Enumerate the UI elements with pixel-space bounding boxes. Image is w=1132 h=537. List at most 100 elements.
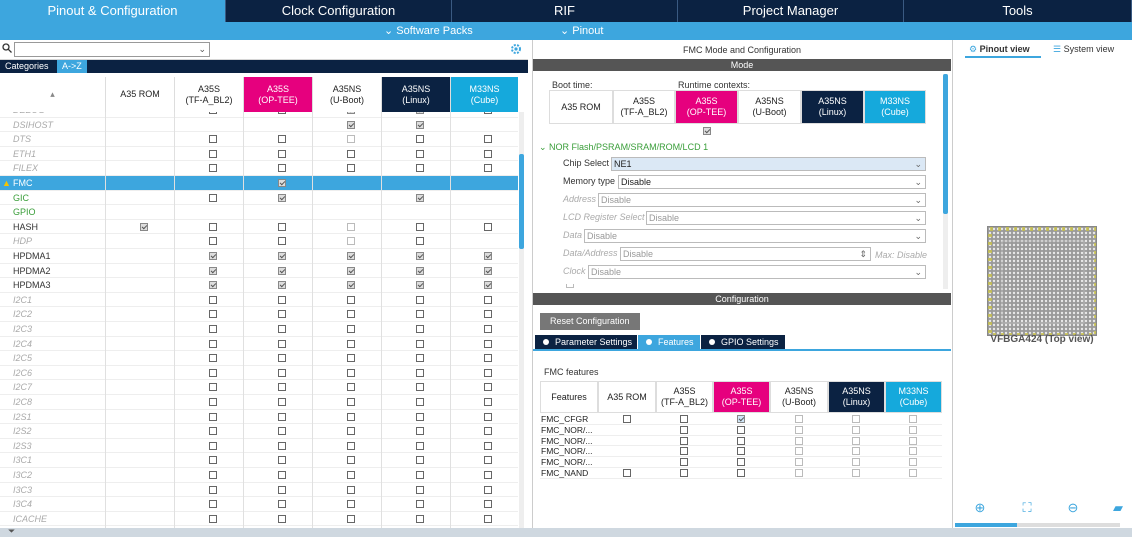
feature-checkbox[interactable] (852, 469, 860, 477)
context-checkbox[interactable] (209, 135, 217, 144)
nor-flash-section[interactable]: ⌄ NOR Flash/PSRAM/SRAM/ROM/LCD 1 (539, 142, 708, 153)
context-checkbox[interactable] (484, 325, 492, 333)
component-row[interactable]: I3C4 (0, 497, 518, 512)
context-checkbox[interactable] (416, 485, 424, 494)
component-row[interactable]: I2C4 (0, 337, 518, 352)
search-input[interactable]: ⌄ (14, 42, 210, 57)
context-checkbox[interactable] (416, 266, 424, 275)
field-select[interactable]: Disable ⌄ (618, 175, 926, 189)
left-scrollbar[interactable] (519, 112, 524, 532)
component-row[interactable]: DTS (0, 132, 518, 147)
tab-project-manager[interactable]: Project Manager (678, 0, 904, 22)
context-checkbox[interactable] (484, 456, 492, 465)
feature-checkbox[interactable] (852, 458, 860, 467)
context-checkbox[interactable] (484, 339, 492, 348)
context-checkbox[interactable] (416, 456, 424, 465)
context-checkbox[interactable] (347, 412, 355, 421)
context-checkbox[interactable] (484, 222, 492, 231)
context-checkbox[interactable] (209, 164, 217, 173)
context-checkbox[interactable] (347, 514, 355, 523)
context-checkbox[interactable] (278, 427, 286, 436)
context-checkbox[interactable] (278, 135, 286, 144)
component-row[interactable]: GPIO (0, 205, 518, 220)
context-checkbox[interactable] (347, 310, 355, 319)
tab-rif[interactable]: RIF (452, 0, 678, 22)
context-checkbox[interactable] (209, 310, 217, 319)
context-checkbox[interactable] (140, 222, 148, 231)
feature-checkbox[interactable] (795, 415, 803, 423)
context-checkbox[interactable] (416, 149, 424, 158)
context-checkbox[interactable] (484, 427, 492, 436)
pinout-view-tab[interactable]: ⚙ Pinout view (969, 44, 1030, 55)
zoom-in-icon[interactable]: ⊕ (974, 500, 986, 515)
feature-checkbox[interactable] (737, 425, 745, 434)
context-checkbox[interactable] (347, 441, 355, 450)
context-checkbox[interactable] (347, 112, 355, 114)
feature-checkbox[interactable] (680, 415, 688, 423)
context-checkbox[interactable] (416, 412, 424, 421)
component-row[interactable]: I2S3 (0, 439, 518, 454)
feature-checkbox[interactable] (909, 425, 917, 434)
feature-checkbox[interactable] (909, 447, 917, 456)
component-row[interactable]: ▲ FMC (0, 176, 518, 191)
context-checkbox[interactable] (416, 252, 424, 260)
feature-checkbox[interactable] (909, 469, 917, 477)
context-checkbox[interactable] (416, 281, 424, 290)
component-row[interactable]: I3C2 (0, 468, 518, 483)
feature-checkbox[interactable] (737, 436, 745, 445)
context-checkbox[interactable] (484, 149, 492, 158)
system-view-tab[interactable]: ☰ System view (1053, 44, 1114, 55)
feature-checkbox[interactable] (795, 469, 803, 477)
context-checkbox[interactable] (278, 339, 286, 348)
pinout-scrollbar-thumb[interactable] (955, 523, 1017, 527)
context-checkbox[interactable] (209, 398, 217, 406)
context-checkbox[interactable] (278, 237, 286, 246)
reset-configuration-button[interactable]: Reset Configuration (540, 313, 640, 330)
context-checkbox[interactable] (484, 383, 492, 392)
context-checkbox[interactable] (278, 383, 286, 392)
component-row[interactable]: GIC (0, 191, 518, 206)
component-row[interactable]: HASH (0, 220, 518, 235)
component-row[interactable]: HPDMA1 (0, 249, 518, 264)
sort-column-header[interactable]: ▴ (0, 77, 105, 112)
feature-checkbox[interactable] (852, 447, 860, 456)
context-checkbox[interactable] (347, 135, 355, 144)
component-row[interactable]: I2S2 (0, 424, 518, 439)
feature-checkbox[interactable] (737, 447, 745, 456)
feature-checkbox[interactable] (737, 469, 745, 477)
context-checkbox[interactable] (278, 514, 286, 523)
component-row[interactable]: HDP (0, 234, 518, 249)
context-checkbox[interactable] (416, 383, 424, 392)
component-row[interactable]: FILEX (0, 161, 518, 176)
context-checkbox[interactable] (278, 456, 286, 465)
context-checkbox[interactable] (278, 368, 286, 377)
field-select[interactable]: Disable ⇕ (620, 247, 871, 261)
context-checkbox[interactable] (347, 222, 355, 231)
context-checkbox[interactable] (278, 112, 286, 114)
field-select[interactable]: NE1 ⌄ (611, 157, 926, 171)
context-checkbox[interactable] (209, 237, 217, 246)
field-select[interactable]: Disable ⌄ (646, 211, 926, 225)
zoom-out-icon[interactable]: ⊖ (1067, 500, 1079, 515)
field-select[interactable]: Disable ⌄ (598, 193, 926, 207)
context-checkbox[interactable] (209, 149, 217, 158)
chevron-down-icon[interactable]: ⌄ (198, 44, 206, 54)
component-row[interactable]: ETH1 (0, 147, 518, 162)
context-checkbox[interactable] (347, 456, 355, 465)
context-checkbox[interactable] (347, 500, 355, 509)
context-checkbox[interactable] (484, 135, 492, 144)
context-checkbox[interactable] (347, 149, 355, 158)
context-checkbox[interactable] (209, 193, 217, 202)
context-checkbox[interactable] (347, 427, 355, 436)
context-checkbox[interactable] (484, 112, 492, 114)
feature-checkbox[interactable] (680, 469, 688, 477)
feature-checkbox[interactable] (795, 447, 803, 456)
context-checkbox[interactable] (484, 164, 492, 173)
chip-package-image[interactable] (987, 226, 1097, 336)
feature-checkbox[interactable] (623, 469, 631, 477)
tab-gpio-settings[interactable]: GPIO Settings (701, 335, 785, 349)
context-checkbox[interactable] (416, 441, 424, 450)
context-checkbox[interactable] (209, 485, 217, 494)
context-checkbox[interactable] (347, 368, 355, 377)
context-checkbox[interactable] (484, 514, 492, 523)
